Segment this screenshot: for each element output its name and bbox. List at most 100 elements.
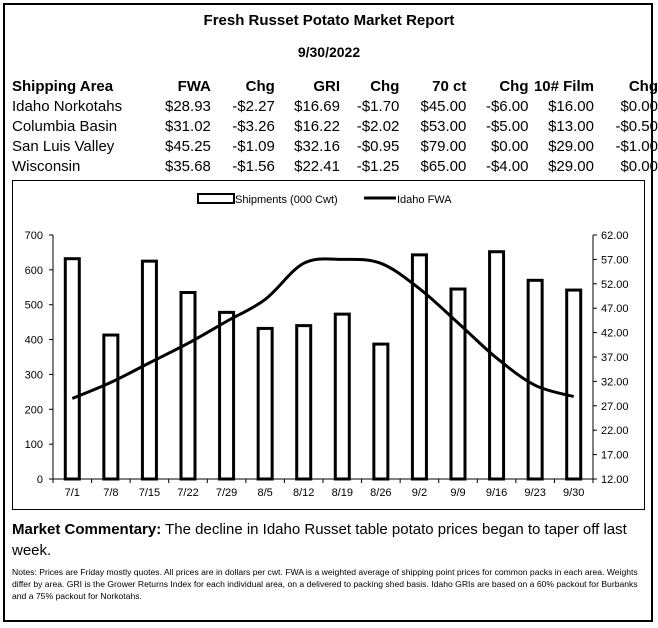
table-cell: $0.00 [620,158,658,175]
table-cell: $53.00 [420,118,467,135]
shipments-bar [565,288,583,481]
legend-label-idaho-fwa: Idaho FWA [397,194,452,206]
table-cell: $29.00 [548,138,594,155]
left-tick-label: 300 [25,369,43,381]
chart-axes [49,234,597,483]
x-tick-label: 9/30 [563,487,584,499]
left-tick-label: 500 [25,300,43,312]
shipments-bar [488,250,506,481]
table-cell: -$1.09 [232,138,275,155]
table-cell: -$0.50 [615,118,658,135]
price-table: Shipping Area FWA Chg GRI Chg 70 ct Chg … [12,77,658,177]
table-cell: $16.22 [294,118,340,135]
table-header-row: Shipping Area FWA Chg GRI Chg 70 ct Chg … [12,77,658,97]
table-row: Wisconsin $35.68 -$1.56 $22.41 -$1.25 $6… [12,157,658,177]
table-cell: $32.16 [294,138,340,155]
table-cell: -$1.00 [615,138,658,155]
left-tick-label: 700 [25,230,43,242]
table-cell: $29.00 [548,158,594,175]
table-cell: -$3.26 [232,118,275,135]
report-date: 9/30/2022 [297,44,361,60]
shipments-bar [102,333,120,481]
x-tick-label: 7/15 [139,487,160,499]
shipments-bar [449,287,467,481]
table-cell: -$2.02 [356,118,400,135]
table-cell: $16.69 [294,98,340,115]
right-tick-label: 42.00 [601,328,629,340]
table-cell: -$5.00 [485,118,529,135]
header-10lb-film: 10# Film [533,78,594,95]
table-cell: -$1.70 [356,98,400,115]
market-commentary: Market Commentary: The decline in Idaho … [12,519,646,561]
x-tick-label: 9/2 [412,487,427,499]
shipments-bar [218,310,236,481]
right-tick-label: 27.00 [601,401,629,413]
shipments-price-chart: Shipments (000 Cwt) Idaho FWA 0 100 200 300… [25,193,629,499]
shipments-bar [256,326,274,481]
x-tick-label: 7/22 [177,487,198,499]
report-frame [3,3,653,622]
x-tick-label: 8/19 [332,487,353,499]
left-tick-label: 100 [25,439,43,451]
table-cell: $0.00 [490,138,529,155]
table-cell: $79.00 [420,138,467,155]
x-tick-label: 9/16 [486,487,507,499]
table-cell: $45.00 [420,98,467,115]
header-gri: GRI [313,78,340,95]
table-cell: $0.00 [620,98,658,115]
left-tick-label: 400 [25,335,43,347]
chart-legend: Shipments (000 Cwt) Idaho FWA [197,193,452,206]
header-gri-chg: Chg [370,78,400,95]
idaho-fwa-line-group [71,257,575,400]
header-shipping-area: Shipping Area [12,78,114,95]
header-fwa: FWA [177,78,211,95]
x-tick-label: 8/12 [293,487,314,499]
left-tick-label: 200 [25,404,43,416]
table-cell: San Luis Valley [12,138,115,155]
left-tick-label: 600 [25,265,43,277]
table-cell: $31.02 [165,118,211,135]
table-cell: -$0.95 [356,138,400,155]
table-cell: $35.68 [165,158,211,175]
shipments-bar [63,257,81,481]
x-tick-label: 8/26 [370,487,391,499]
table-row: Columbia Basin $31.02 -$3.26 $16.22 -$2.… [12,117,658,137]
shipments-bar [372,342,390,481]
table-cell: Wisconsin [12,158,81,175]
table-cell: $13.00 [548,118,594,135]
x-tick-label: 7/8 [103,487,118,499]
table-cell: $28.93 [165,98,211,115]
table-cell: $16.00 [548,98,594,115]
table-cell: $45.25 [165,138,211,155]
header-10lb-film-chg: Chg [628,78,658,95]
table-cell: -$4.00 [485,158,529,175]
x-tick-label: 7/1 [65,487,80,499]
table-cell: -$1.56 [232,158,275,175]
report-notes: Notes: Prices are Friday mostly quotes. … [12,567,638,601]
shipments-bar [333,312,351,481]
shipments-bar [179,291,197,481]
left-tick-label: 0 [37,474,43,486]
table-cell: Columbia Basin [12,118,118,135]
right-tick-label: 62.00 [601,230,629,242]
table-cell: $22.41 [294,158,340,175]
chart-tick-labels: 0 100 200 300 400 500 600 700 12.00 17.00 22.00 27.… [25,230,629,499]
table-cell: $65.00 [420,158,467,175]
legend-swatch-shipments [197,193,235,204]
shipments-bar [295,324,313,481]
right-tick-label: 32.00 [601,376,629,388]
table-cell: -$1.25 [356,158,400,175]
shipments-bar [526,278,544,481]
right-tick-label: 22.00 [601,425,629,437]
table-cell: Idaho Norkotahs [12,98,123,115]
commentary-label: Market Commentary: [12,521,162,538]
header-fwa-chg: Chg [245,78,275,95]
right-tick-label: 57.00 [601,254,629,266]
shipments-bar [410,253,428,481]
x-tick-label: 7/29 [216,487,237,499]
x-tick-label: 9/23 [524,487,545,499]
table-row: Idaho Norkotahs $28.93 -$2.27 $16.69 -$1… [12,97,658,117]
report-title: Fresh Russet Potato Market Report [203,12,455,29]
table-cell: -$2.27 [232,98,275,115]
table-row: San Luis Valley $45.25 -$1.09 $32.16 -$0… [12,137,658,157]
